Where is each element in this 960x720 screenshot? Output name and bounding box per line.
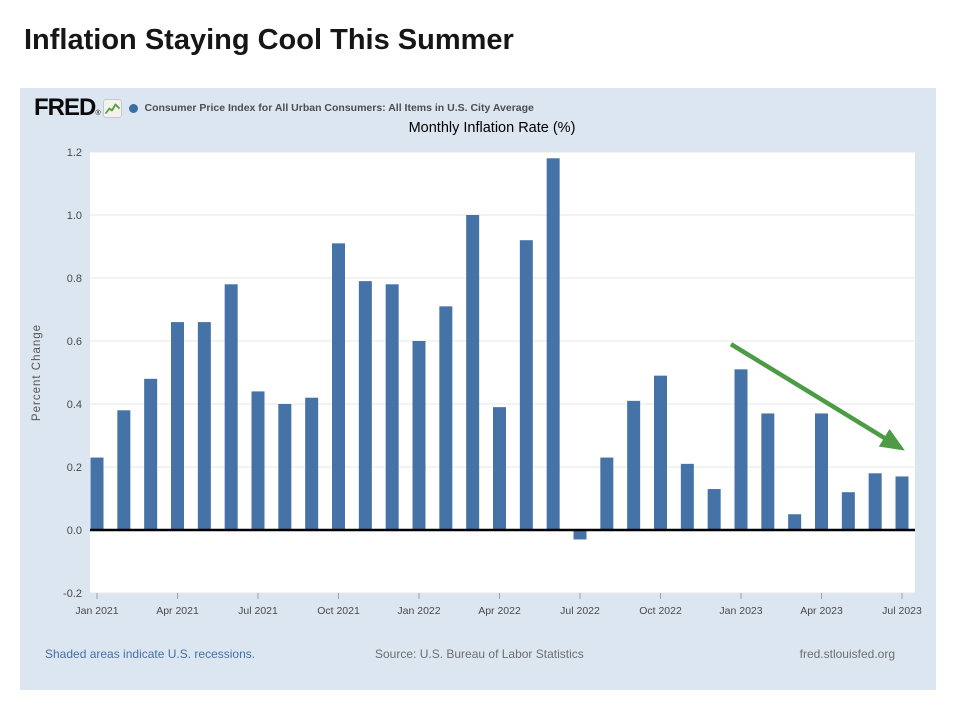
svg-text:Apr 2023: Apr 2023: [800, 605, 843, 617]
bar-feb-2023: [761, 413, 775, 530]
chart-plot: 1.2 1.0 0.8 0.6 0.4 0.2 0.0 -0.2 Percent Change J…: [31, 147, 922, 617]
bar-dec-2021: [385, 284, 399, 530]
bar-feb-2022: [439, 306, 453, 530]
bar-may-2022: [519, 240, 533, 530]
svg-text:-0.2: -0.2: [63, 588, 82, 600]
bar-jun-2023: [868, 473, 882, 530]
svg-text:Jan 2023: Jan 2023: [719, 605, 762, 617]
bar-oct-2022: [654, 375, 667, 530]
svg-text:Apr 2022: Apr 2022: [478, 605, 521, 617]
svg-text:1.0: 1.0: [67, 210, 82, 222]
bar-mar-2023: [788, 514, 802, 530]
bar-dec-2022: [707, 489, 721, 530]
svg-text:0.2: 0.2: [67, 462, 82, 474]
svg-text:Apr 2021: Apr 2021: [156, 605, 199, 617]
svg-text:Jul 2023: Jul 2023: [882, 605, 922, 617]
svg-text:Jul 2022: Jul 2022: [560, 605, 600, 617]
bar-oct-2021: [332, 243, 345, 530]
bar-jun-2021: [224, 284, 238, 530]
bar-jun-2022: [546, 158, 560, 531]
chart-footer: Shaded areas indicate U.S. recessions. S…: [20, 647, 936, 671]
trend-arrow: [729, 342, 905, 451]
bar-mar-2022: [466, 215, 480, 530]
bar-apr-2021: [171, 322, 184, 530]
bar-nov-2022: [680, 463, 694, 530]
svg-text:Oct 2021: Oct 2021: [317, 605, 360, 617]
bar-nov-2021: [358, 281, 372, 530]
series-legend-label: Consumer Price Index for All Urban Consu…: [144, 102, 534, 114]
svg-text:1.2: 1.2: [67, 147, 82, 159]
bar-feb-2021: [117, 410, 131, 530]
svg-text:0.0: 0.0: [67, 525, 82, 537]
page-title: Inflation Staying Cool This Summer: [24, 24, 514, 56]
bar-may-2021: [197, 322, 211, 530]
y-axis-labels: 1.2 1.0 0.8 0.6 0.4 0.2 0.0 -0.2: [63, 147, 82, 600]
series-legend-dot-icon: [128, 103, 138, 113]
chart-header: FRED® Consumer Price Index for All Urban…: [34, 96, 534, 120]
svg-text:0.8: 0.8: [67, 273, 82, 285]
y-axis-title: Percent Change: [31, 324, 43, 421]
bar-apr-2023: [815, 413, 828, 530]
fred-sparkline-icon: [102, 98, 122, 118]
bar-apr-2022: [493, 407, 506, 530]
bar-jul-2022: [573, 530, 587, 540]
bar-jan-2023: [734, 369, 748, 530]
source-note: Source: U.S. Bureau of Labor Statistics: [375, 647, 584, 661]
recessions-note: Shaded areas indicate U.S. recessions.: [45, 647, 256, 661]
fred-chart: 1.2 1.0 0.8 0.6 0.4 0.2 0.0 -0.2 Percent Change J…: [20, 88, 936, 690]
svg-text:0.4: 0.4: [67, 399, 82, 411]
svg-text:0.6: 0.6: [67, 336, 82, 348]
svg-text:Jan 2021: Jan 2021: [75, 605, 118, 617]
bar-may-2023: [841, 492, 855, 530]
bar-sep-2021: [305, 397, 319, 530]
bar-jan-2021: [90, 457, 104, 530]
bars-group: [90, 158, 909, 540]
bar-aug-2022: [600, 457, 614, 530]
fred-logo: FRED®: [34, 94, 101, 121]
svg-text:Jan 2022: Jan 2022: [397, 605, 440, 617]
bar-jul-2023: [895, 476, 909, 530]
bar-aug-2021: [278, 404, 292, 530]
x-axis-labels: Jan 2021 Apr 2021 Jul 2021 Oct 2021 Jan 2022…: [75, 593, 922, 617]
bar-sep-2022: [627, 400, 641, 530]
bar-mar-2021: [144, 378, 158, 530]
svg-text:Oct 2022: Oct 2022: [639, 605, 682, 617]
bar-jan-2022: [412, 341, 426, 530]
bar-jul-2021: [251, 391, 265, 530]
svg-text:Jul 2021: Jul 2021: [238, 605, 278, 617]
chart-subtitle: Monthly Inflation Rate (%): [408, 120, 576, 136]
fred-url: fred.stlouisfed.org: [799, 647, 895, 661]
